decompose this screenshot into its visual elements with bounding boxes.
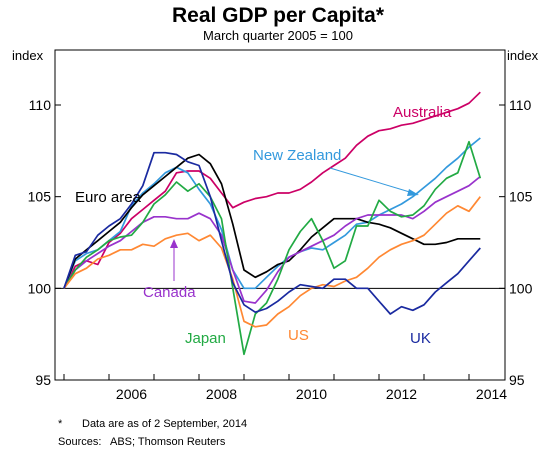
series-line-australia	[63, 91, 481, 289]
series-line-us	[63, 196, 481, 328]
y-tick-label-left: 100	[28, 280, 52, 296]
x-tick-label: 2008	[206, 386, 237, 402]
x-tick-label: 2010	[296, 386, 327, 402]
label-uk: UK	[410, 330, 431, 347]
series-line-uk	[63, 151, 481, 315]
label-us: US	[288, 327, 309, 344]
y-axis-unit-right: index	[507, 48, 539, 63]
y-tick-label-left: 110	[29, 97, 52, 113]
series-line-euro-area	[63, 153, 481, 289]
sources-label: Sources:	[58, 436, 102, 448]
y-axis-unit-left: index	[12, 48, 44, 63]
label-canada: Canada	[143, 284, 196, 301]
series-line-japan	[63, 140, 482, 356]
y-tick-label-right: 105	[509, 189, 533, 205]
label-australia: Australia	[393, 104, 452, 121]
x-tick-label: 2012	[386, 386, 417, 402]
y-tick-label-right: 100	[509, 280, 533, 296]
label-japan: Japan	[185, 330, 226, 347]
new-zealand-arrowhead	[407, 189, 419, 196]
chart-subtitle: March quarter 2005 = 100	[203, 28, 353, 43]
chart-title: Real GDP per Capita*	[172, 4, 385, 27]
series-line-canada	[63, 175, 481, 304]
y-tick-label-right: 110	[509, 97, 532, 113]
y-tick-label-left: 95	[35, 372, 51, 388]
sources-text: ABS; Thomson Reuters	[110, 436, 226, 448]
footnote-asterisk: *	[58, 418, 63, 430]
label-euro-area: Euro area	[75, 189, 142, 206]
y-tick-label-right: 95	[509, 372, 525, 388]
x-tick-label: 2006	[116, 386, 147, 402]
y-tick-label-left: 105	[28, 189, 52, 205]
plot-area	[54, 49, 506, 381]
new-zealand-pointer	[329, 167, 414, 194]
label-new-zealand: New Zealand	[253, 147, 341, 164]
x-tick-label: 2014	[476, 386, 507, 402]
series-line-new-zealand	[63, 137, 481, 290]
footnote-text: Data are as of 2 September, 2014	[82, 418, 248, 430]
canada-arrowhead	[170, 239, 178, 248]
